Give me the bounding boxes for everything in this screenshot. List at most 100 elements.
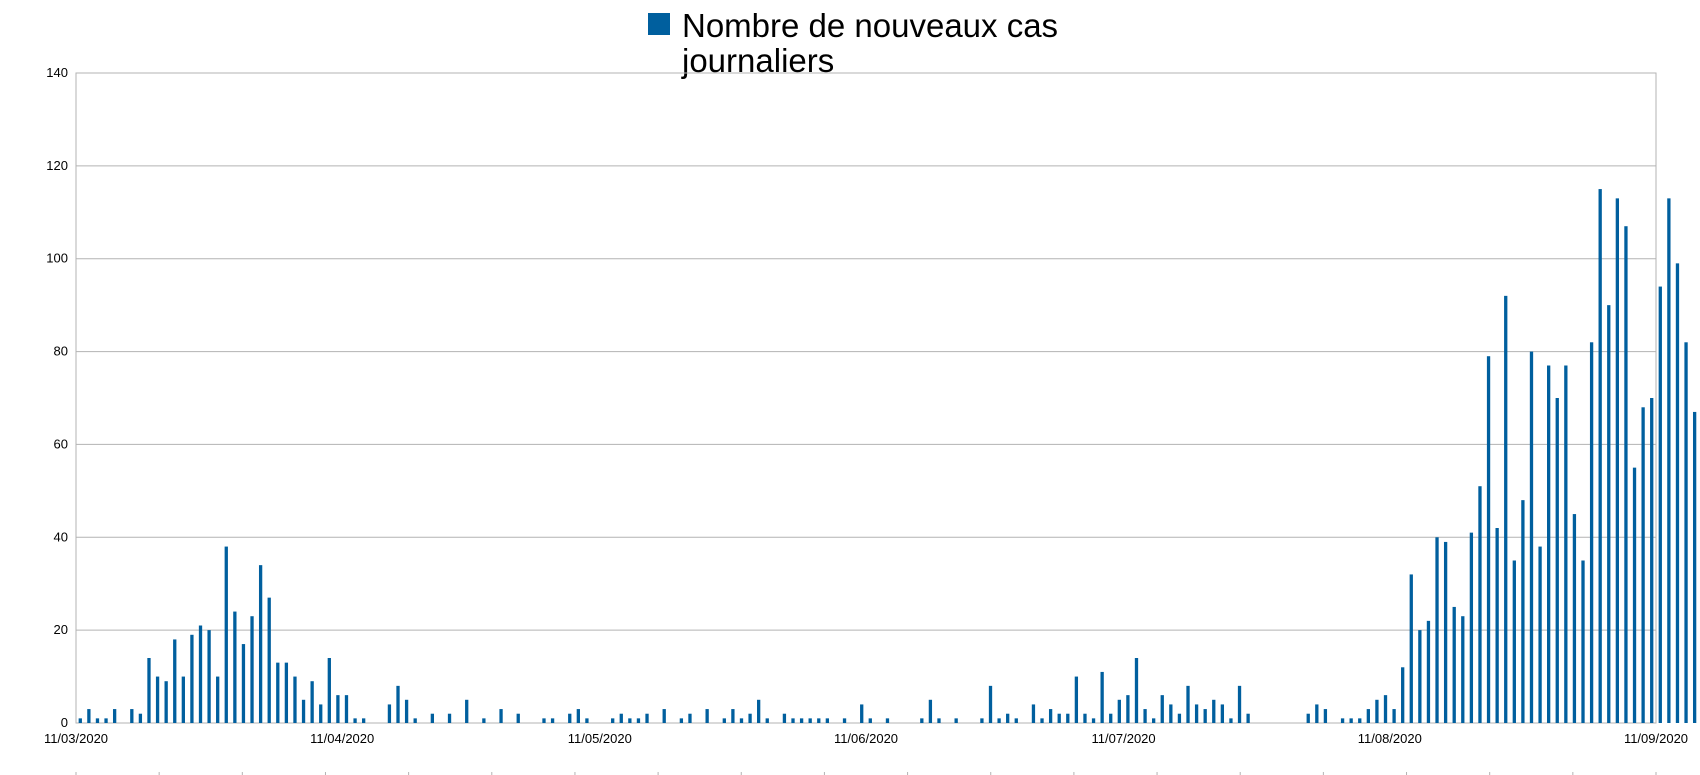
bar [1048,709,1053,723]
x-tick-label: 11/03/2020 [44,731,108,746]
chart-legend: Nombre de nouveaux cas journaliers [648,8,1142,78]
bar [447,713,452,723]
bar [585,718,589,723]
bar [1323,709,1328,723]
bar [336,695,340,723]
bar [1692,411,1697,723]
bar [1186,685,1190,723]
bar [173,639,177,723]
bar [319,704,323,723]
bar [576,709,580,723]
bar [404,699,409,723]
y-tick-label: 80 [54,344,68,359]
bar [353,718,357,723]
bar [1212,699,1216,723]
bar [362,718,366,723]
bar [1555,398,1559,723]
bar [267,597,271,723]
bar [1504,295,1508,723]
bar [1349,718,1353,723]
bar [1220,704,1225,723]
bar [980,718,984,723]
bar [78,718,82,723]
x-tick-label: 11/09/2020 [1624,731,1688,746]
bar [482,718,486,723]
bar [1083,713,1087,723]
x-tick-label: 11/05/2020 [568,731,632,746]
bar [619,713,623,723]
bar [1409,574,1413,723]
bar [799,718,804,723]
bar [928,699,933,723]
bar [1040,718,1044,723]
bar [1529,351,1534,723]
bar [1126,695,1130,723]
bar [1177,713,1182,723]
bar [1667,198,1671,724]
bar [130,709,134,723]
bar [1358,718,1362,723]
bar [233,611,237,723]
bar [825,718,830,723]
bar [1203,709,1207,723]
bar [138,713,143,723]
bar [808,718,812,723]
bar [516,713,520,723]
bar [662,709,666,723]
bar [1375,699,1379,723]
bar [1589,342,1594,723]
bar [1340,718,1345,723]
bar [181,676,185,723]
bar [1443,541,1448,723]
bar [1109,713,1113,723]
x-tick-label: 11/07/2020 [1092,731,1156,746]
bar [731,709,735,723]
bar [1006,713,1010,723]
bar [757,699,761,723]
bar [1392,709,1396,723]
bar [190,634,194,723]
bar [1658,286,1662,723]
bar [112,709,117,723]
bar [1632,467,1637,723]
bar [1624,226,1628,723]
bar [954,718,958,723]
bar [1117,699,1121,723]
bar [1435,537,1439,723]
bar [1194,704,1199,723]
bar [1478,486,1482,723]
bar [1684,342,1688,723]
bar [679,718,684,723]
bar [499,709,503,723]
bar [937,718,941,723]
bar [1598,189,1602,723]
bar [1564,365,1568,723]
bar [1486,356,1491,723]
bar [241,644,246,723]
bar [1675,263,1680,723]
bar [868,718,872,723]
bar [645,713,649,723]
x-tick-label: 11/04/2020 [310,731,374,746]
bar [1057,713,1061,723]
bar [104,718,108,723]
legend-swatch [648,13,670,35]
bar [1383,695,1388,723]
bar [842,718,847,723]
bar [1246,713,1250,723]
bar [1074,676,1079,723]
bar [1014,718,1018,723]
bar [817,718,821,723]
bar [224,546,228,723]
bar [791,718,795,723]
bar [216,676,220,723]
bar [997,718,1001,723]
y-tick-label: 40 [54,529,68,544]
bar [885,718,890,723]
y-tick-label: 20 [54,622,68,637]
bar [1426,620,1431,723]
bar [413,718,417,723]
bar [147,658,151,723]
bar [1495,528,1499,723]
